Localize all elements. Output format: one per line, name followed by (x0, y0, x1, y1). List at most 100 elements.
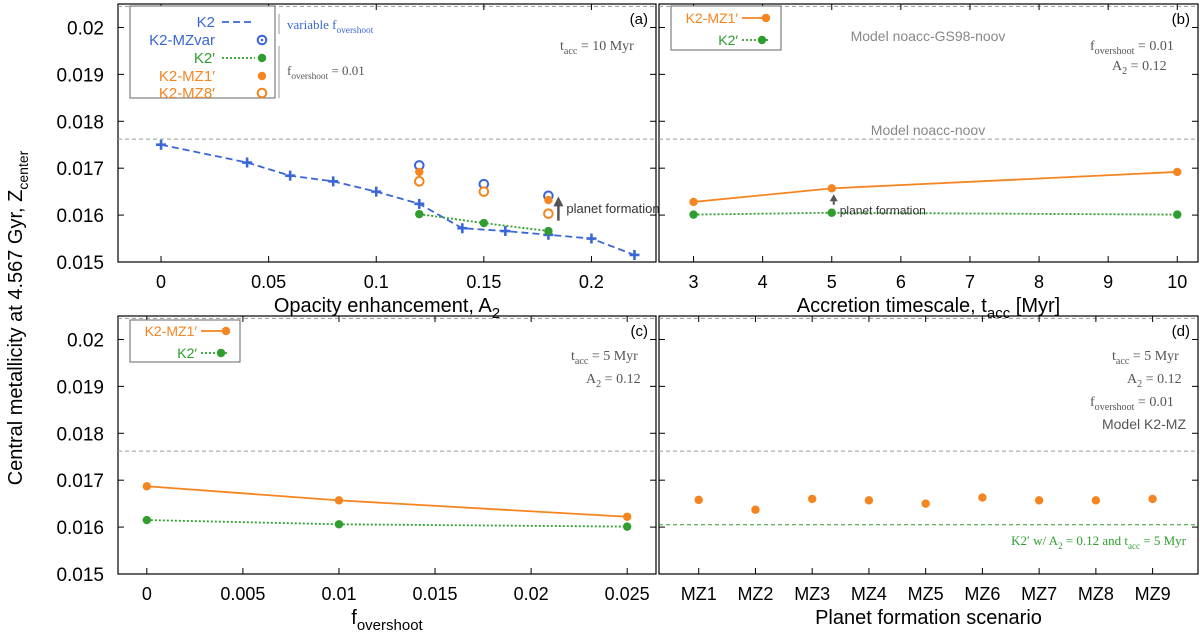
marker-K2MZ1 (827, 184, 836, 193)
marker-MZscenarios (807, 494, 817, 504)
marker-K2 (479, 218, 489, 228)
panel-a: 0 0.05 0.1 0.15 0.2 0.015 0.016 0.017 0.018 0.019… (56, 3, 660, 322)
overshoot-note-main: f (287, 63, 292, 78)
panel-label: (d) (1172, 323, 1190, 340)
x-axis-label: Opacity enhancement, A2 (274, 295, 500, 322)
y-tick-label: 0.015 (56, 565, 104, 586)
x-axis-label-main: f (351, 607, 357, 629)
tacc-note: tacc = 5 Myr (571, 349, 638, 367)
marker-K2 (457, 223, 468, 234)
marker-K2MZ1 (334, 496, 344, 505)
marker-K2 (544, 226, 553, 236)
a2-note-sub: 2 (596, 379, 601, 390)
panel-b: 3 4 5 6 7 8 9 10 Accretion timescale, tacc [Myr]… (658, 3, 1199, 322)
marker-MZscenarios (694, 495, 703, 505)
legend-label-0: K2 (197, 14, 215, 31)
a2-note-sub: 2 (1122, 66, 1127, 77)
marker-K2MZ1 (689, 197, 698, 207)
y-tick-label: 0.016 (56, 206, 104, 227)
marker-K2 (156, 139, 167, 150)
overshoot-note: fovershoot = 0.01 (1090, 39, 1174, 57)
y-tick-label: 0.019 (56, 65, 104, 86)
y-tick-label: 0.016 (56, 518, 104, 539)
legend-marker (761, 13, 771, 23)
x-axis-label: fovershoot (351, 607, 423, 634)
marker-K2 (622, 522, 632, 531)
marker-K2 (334, 520, 344, 529)
a2-note: A2 = 0.12 (586, 372, 641, 390)
tacc-note-main: t (571, 349, 575, 364)
y-tick-label: 0.02 (67, 18, 104, 39)
plot-frame (117, 315, 657, 575)
y-tick-label: 0.017 (56, 471, 104, 492)
a2-note-rest: = 0.12 (1142, 372, 1181, 387)
legend-label-3: K2-MZ1′ (159, 68, 215, 85)
k2-reference-label-4: acc (1128, 541, 1140, 551)
x-axis-label-main: Accretion timescale, t (797, 295, 988, 317)
legend-c: K2-MZ1′ K2′ (129, 319, 241, 363)
legend-b: K2-MZ1′ K2′ (670, 5, 782, 51)
k2-reference-label-5: = 5 Myr (1140, 533, 1187, 548)
model-noacc-noov-label: Model noacc-noov (871, 122, 985, 138)
panel-label: (c) (631, 323, 649, 340)
marker-K2 (689, 210, 698, 219)
tacc-note-sub: acc (564, 46, 578, 57)
a2-note: A2 = 0.12 (1112, 59, 1167, 77)
x-tick-label: 0.05 (251, 272, 286, 292)
a2-note: A2 = 0.12 (1127, 372, 1182, 390)
a2-note-rest: = 0.12 (1127, 59, 1166, 74)
k2-reference-label-3: = 0.12 and t (1063, 533, 1129, 548)
overshoot-note-rest: = 0.01 (1134, 39, 1173, 54)
y-axis-label: Central metallicity at 4.567 Gyr, Zcente… (5, 150, 31, 485)
x-tick-label: MZ4 (851, 584, 887, 604)
x-tick-label: 0.015 (413, 584, 458, 604)
tacc-note-main: t (560, 39, 564, 54)
marker-K2 (500, 226, 511, 237)
x-tick-label: 10 (1167, 272, 1187, 292)
marker-MZscenarios (978, 493, 987, 502)
variable-overshoot-note: variable fovershoot (287, 17, 374, 36)
overshoot-note-rest: = 0.01 (328, 63, 365, 78)
model-noacc-gs98-label: Model noacc-GS98-noov (851, 28, 1006, 44)
tacc-note: tacc = 10 Myr (560, 39, 634, 57)
overshoot-note-sub: overshoot (1095, 402, 1135, 413)
legend-marker (257, 53, 267, 63)
model-k2-mz-label: Model K2-MZ (1102, 416, 1186, 432)
marker-K2 (328, 176, 339, 187)
x-tick-label: 6 (896, 272, 906, 292)
x-axis-label-sub: overshoot (357, 617, 424, 634)
x-tick-label: 3 (689, 272, 699, 292)
x-tick-label: 0.15 (466, 272, 501, 292)
panel-d: MZ1 MZ2 MZ3 MZ4 MZ5 MZ6 MZ7 MZ8 MZ9 Planet format… (658, 315, 1199, 629)
x-axis-label-rest: [Myr] (1010, 295, 1060, 317)
marker-K2MZ1 (142, 482, 152, 491)
planet-formation-arrowhead (829, 194, 838, 202)
legend-label-2: K2′ (194, 50, 215, 67)
panel-label: (a) (630, 11, 648, 28)
legend-label-4: K2-MZ8′ (159, 85, 215, 102)
plot-frame (117, 3, 657, 263)
x-tick-label: 5 (827, 272, 837, 292)
planet-formation-arrowhead (553, 196, 564, 207)
plot-frame (658, 315, 1199, 575)
x-tick-label: 0.1 (364, 272, 389, 292)
legend-label-1: K2′ (718, 32, 738, 48)
marker-K2 (415, 209, 424, 219)
series-line-K2MZ1 (146, 485, 628, 518)
x-tick-label: MZ6 (964, 584, 1000, 604)
planet-formation-label: planet formation (566, 201, 659, 216)
legend-label-1: K2′ (177, 345, 197, 361)
x-axis-label-sub: acc (987, 305, 1011, 322)
x-tick-label: 0 (142, 584, 152, 604)
legend-label-0: K2-MZ1′ (145, 323, 198, 339)
y-tick-label: 0.018 (56, 424, 104, 445)
series-line-K2 (693, 211, 1178, 216)
tacc-note-rest: = 10 Myr (577, 39, 634, 54)
x-tick-label: 0.2 (579, 272, 604, 292)
x-tick-label: MZ2 (737, 584, 773, 604)
marker-K2MZ8 (478, 186, 490, 197)
legend-label-1: K2-MZvar (149, 32, 215, 49)
y-tick-label: 0.017 (56, 159, 104, 180)
